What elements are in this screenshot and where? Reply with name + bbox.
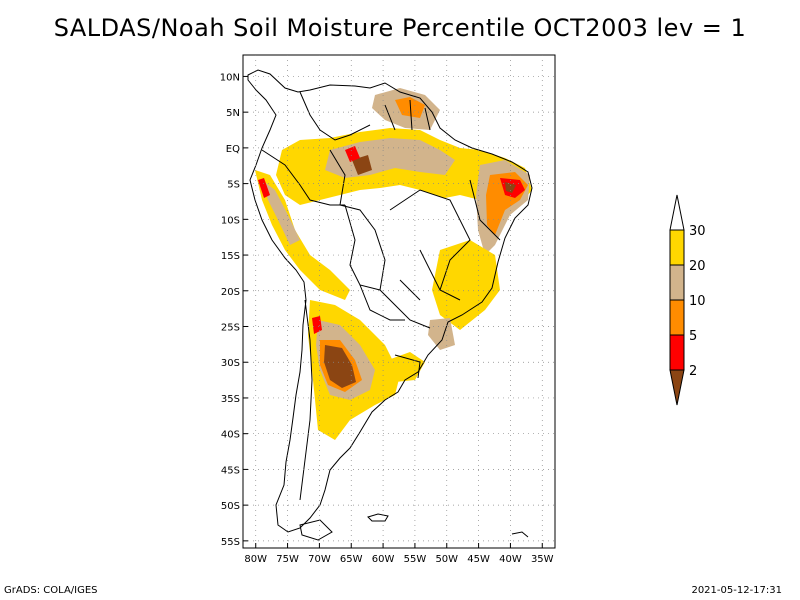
border-paraguay bbox=[359, 284, 405, 321]
lat-label: 5N bbox=[226, 108, 240, 119]
region-uruguay-yellow bbox=[388, 352, 425, 382]
map-frame bbox=[242, 54, 556, 549]
colorbar-top-triangle bbox=[669, 194, 685, 231]
gridlines bbox=[243, 55, 555, 548]
lon-label: 60W bbox=[372, 554, 395, 565]
colorbar-label: 2 bbox=[689, 364, 697, 379]
region-amazon-brown bbox=[352, 155, 372, 175]
lon-label: 35W bbox=[531, 554, 554, 565]
region-amazon-red bbox=[345, 146, 360, 162]
colorbar: 30 20 10 5 2 bbox=[669, 194, 706, 406]
map-title: SALDAS/Noah Soil Moisture Percentile OCT… bbox=[53, 14, 747, 42]
brazil-states bbox=[389, 179, 501, 301]
lon-label: 70W bbox=[308, 554, 331, 565]
lat-label: 5S bbox=[227, 180, 240, 191]
lon-label: 45W bbox=[467, 554, 490, 565]
colorbar-box bbox=[669, 299, 685, 336]
lon-label: 80W bbox=[244, 554, 267, 565]
border-uruguay bbox=[394, 354, 421, 379]
coastline-and-borders bbox=[247, 69, 533, 541]
colorbar-box bbox=[669, 264, 685, 301]
colorbar-label: 30 bbox=[689, 224, 706, 239]
colorbar-label: 5 bbox=[689, 329, 697, 344]
border-guianas bbox=[384, 99, 431, 131]
border-colombia-venezuela bbox=[299, 91, 371, 141]
colorbar-box bbox=[669, 334, 685, 371]
falkland-islands bbox=[367, 513, 389, 522]
region-east-tan bbox=[428, 318, 455, 350]
lat-label: 35S bbox=[221, 394, 240, 405]
region-andes-tan bbox=[262, 180, 300, 245]
south-georgia bbox=[511, 531, 529, 538]
lon-label: 50W bbox=[435, 554, 458, 565]
lat-label: 10S bbox=[221, 215, 240, 226]
lat-label: 40S bbox=[221, 430, 240, 441]
lon-label: 55W bbox=[404, 554, 427, 565]
lat-label: 50S bbox=[221, 501, 240, 512]
lat-label: 25S bbox=[221, 323, 240, 334]
lon-label: 65W bbox=[340, 554, 363, 565]
continent-outline bbox=[247, 69, 533, 533]
region-east-yellow bbox=[432, 240, 500, 330]
lat-label: 20S bbox=[221, 287, 240, 298]
lat-label: 15S bbox=[221, 251, 240, 262]
colorbar-label: 20 bbox=[689, 259, 706, 274]
lon-label: 75W bbox=[276, 554, 299, 565]
border-argentina-chile bbox=[299, 299, 313, 501]
shaded-regions bbox=[255, 88, 532, 440]
latitude-labels: 10N 5N EQ 5S 10S 15S 20S 25S 30S 35S 40S 45S 50S 55S bbox=[220, 72, 248, 548]
colorbar-label: 10 bbox=[689, 294, 706, 309]
region-ne-brown bbox=[505, 182, 516, 193]
lat-label: 55S bbox=[221, 537, 240, 548]
footer-credit: GrADS: COLA/IGES bbox=[4, 585, 98, 596]
lat-label: 45S bbox=[221, 465, 240, 476]
region-andes-red bbox=[258, 178, 270, 198]
lat-label: EQ bbox=[226, 144, 240, 155]
footer-timestamp: 2021-05-12-17:31 bbox=[691, 585, 782, 596]
colorbar-bottom-triangle bbox=[669, 369, 685, 406]
tierra-del-fuego bbox=[299, 519, 333, 541]
lat-label: 30S bbox=[221, 358, 240, 369]
colorbar-box bbox=[669, 229, 685, 266]
longitude-labels: 80W 75W 70W 65W 60W 55W 50W 45W 40W 35W bbox=[244, 543, 554, 565]
border-bolivia bbox=[344, 204, 381, 291]
lon-label: 40W bbox=[499, 554, 522, 565]
lat-label: 10N bbox=[220, 72, 240, 83]
region-south-brown bbox=[324, 345, 356, 388]
border-peru-ecuador bbox=[261, 149, 345, 206]
border-brazil-west bbox=[329, 149, 431, 329]
